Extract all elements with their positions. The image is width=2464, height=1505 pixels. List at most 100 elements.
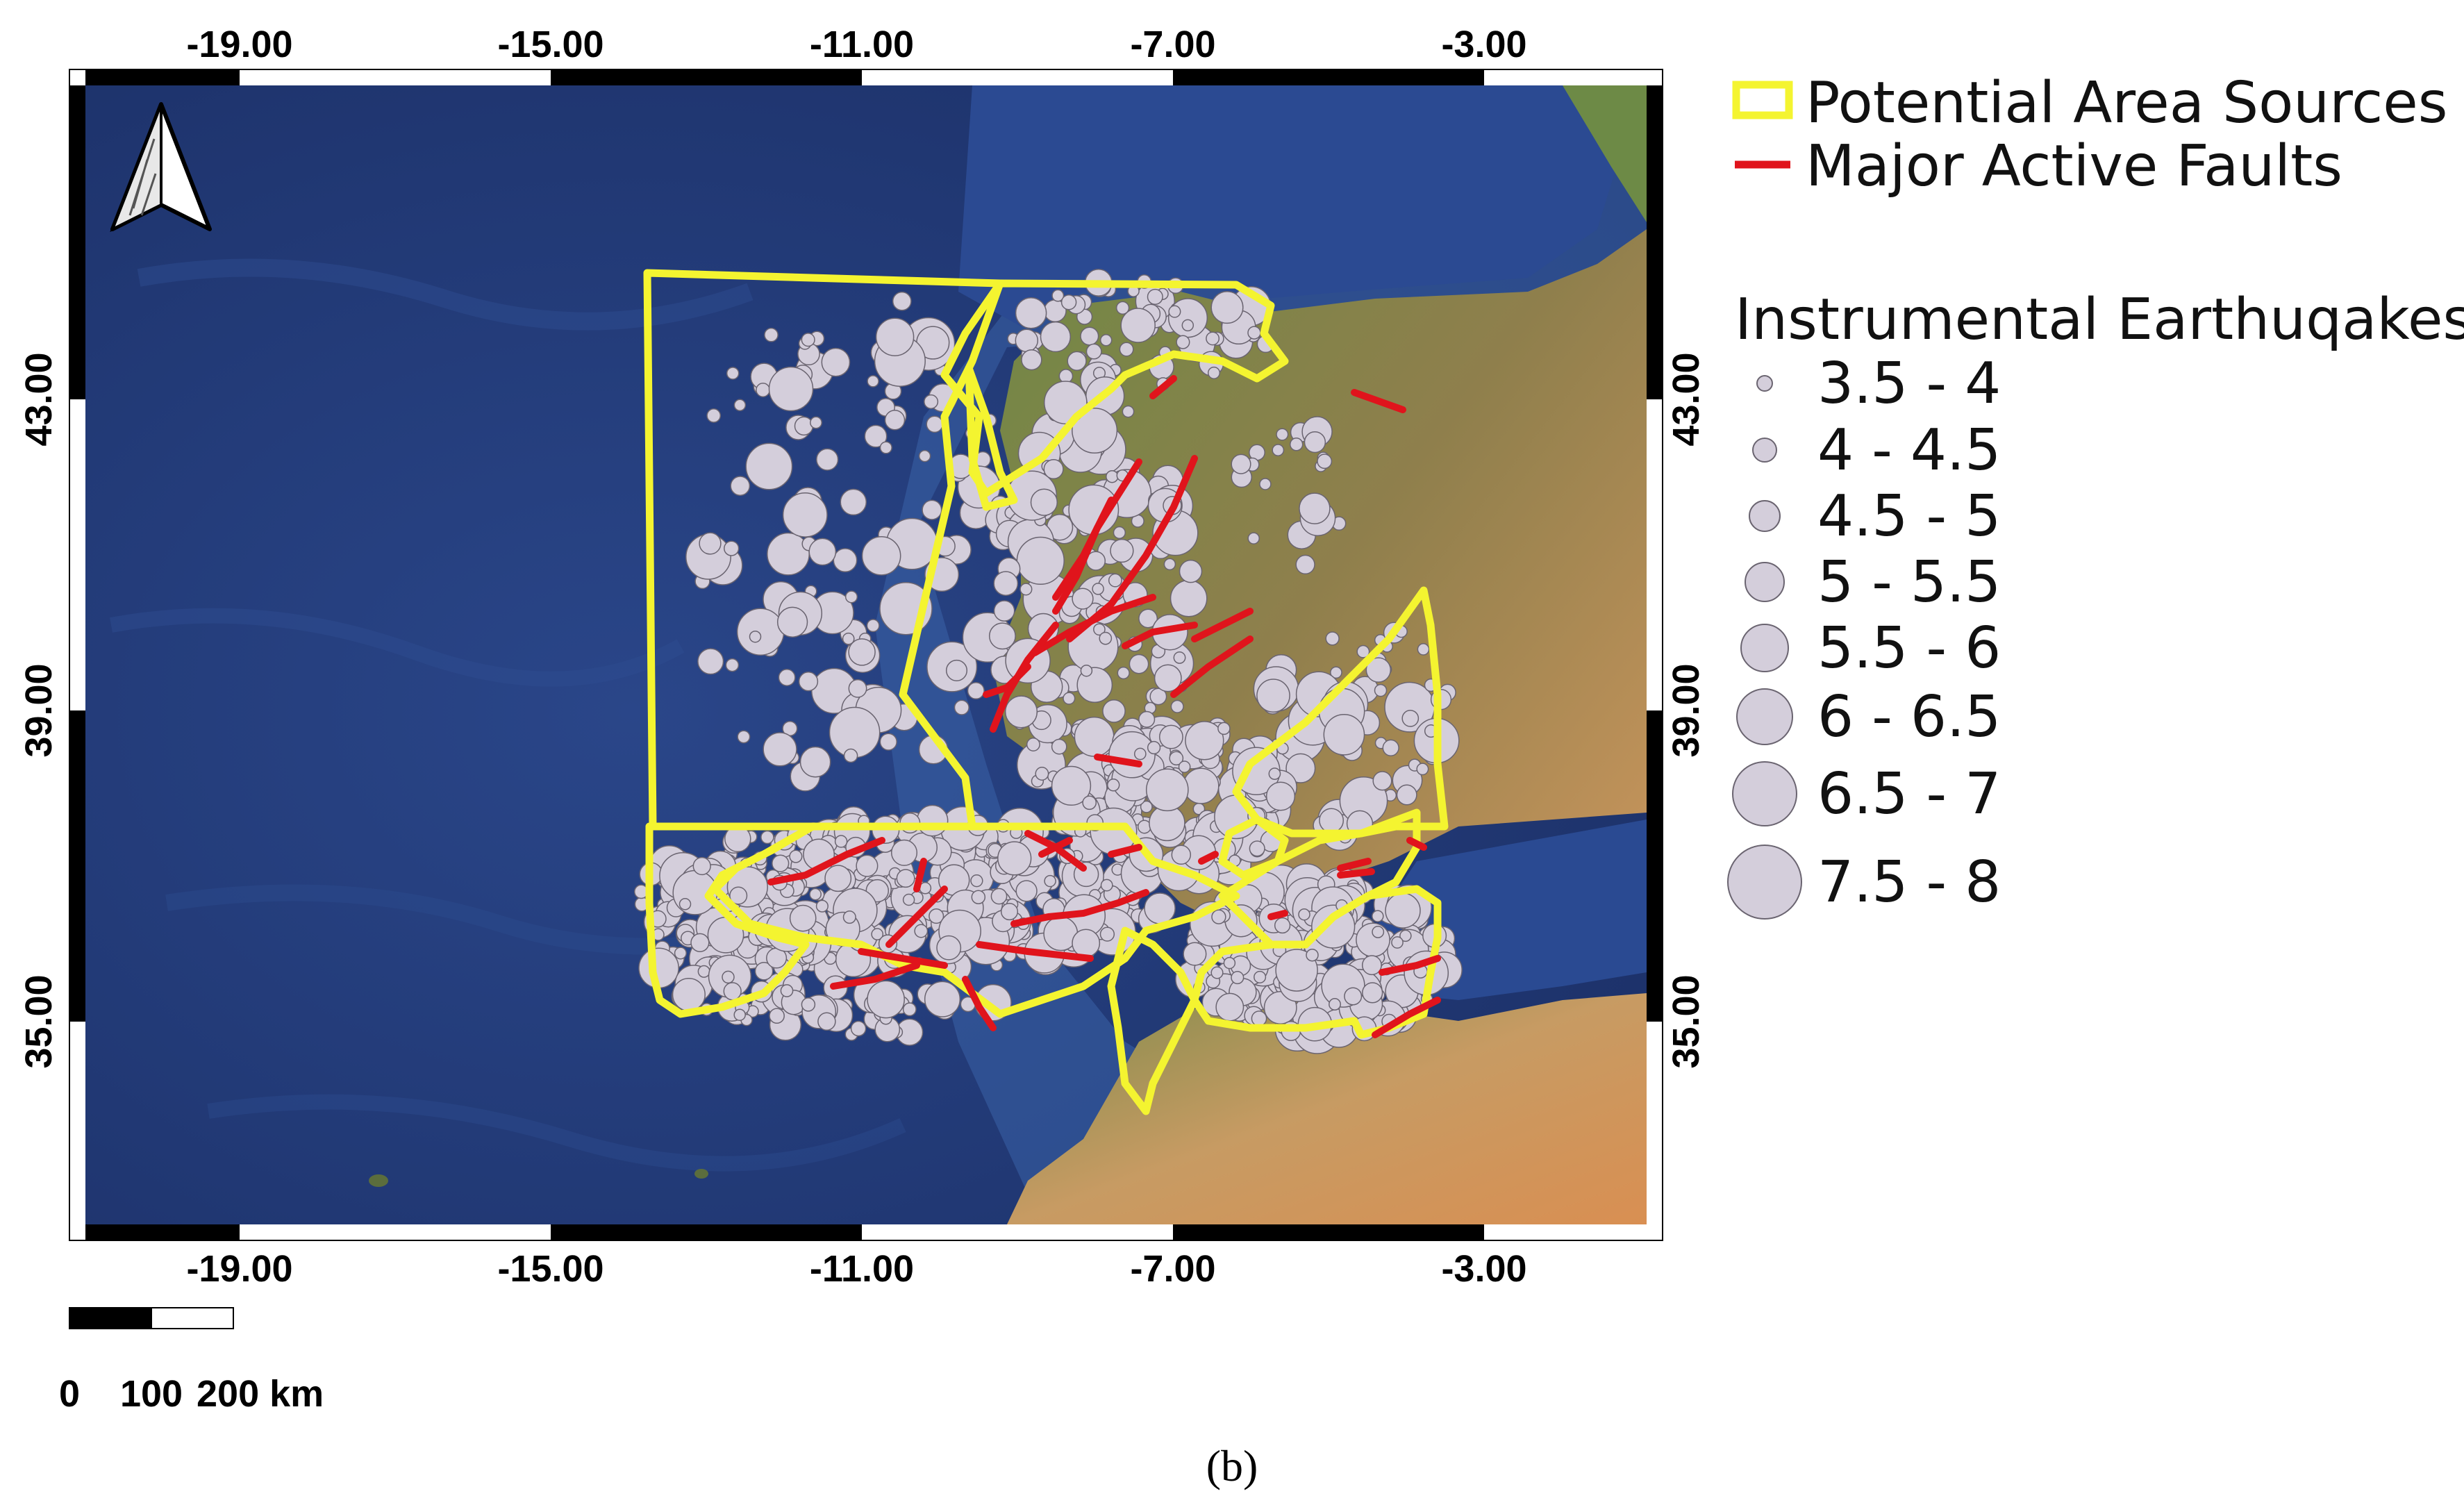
earthquake-marker xyxy=(816,448,839,471)
earthquake-marker xyxy=(1263,991,1297,1024)
earthquake-marker xyxy=(1082,795,1097,810)
legend-magnitude-label: 5.5 - 6 xyxy=(1817,615,2001,681)
earthquake-marker xyxy=(1040,321,1072,353)
frame-segment xyxy=(85,69,240,85)
fault-line xyxy=(983,663,1031,698)
legend-magnitude-symbol xyxy=(1732,761,1797,826)
earthquake-marker xyxy=(918,449,931,463)
fault-line xyxy=(962,976,997,1031)
earthquake-marker xyxy=(892,291,912,311)
fault-line xyxy=(1372,997,1441,1038)
earthquake-marker xyxy=(1289,438,1304,451)
scale-bar-black-segment xyxy=(69,1307,152,1329)
earthquake-marker xyxy=(672,977,706,1012)
earthquake-marker xyxy=(749,630,762,643)
earthquake-marker xyxy=(890,839,918,866)
earthquake-marker xyxy=(922,499,942,520)
earthquake-marker xyxy=(1265,781,1296,811)
earthquake-marker xyxy=(1133,747,1147,760)
map-panel xyxy=(69,69,1663,1241)
frame-segment xyxy=(862,1224,1173,1240)
earthquake-marker xyxy=(861,535,901,576)
fault-line xyxy=(913,858,927,892)
area-source-polygon xyxy=(965,364,1018,511)
fault-layer xyxy=(767,375,1441,1038)
earthquake-marker xyxy=(1356,922,1390,958)
earthquake-marker xyxy=(1298,908,1310,921)
earthquake-marker xyxy=(1100,879,1113,892)
frame-segment xyxy=(1484,1224,1647,1240)
earthquake-marker xyxy=(778,669,796,686)
earthquake-marker xyxy=(1362,982,1383,1004)
earthquake-marker xyxy=(1099,631,1113,645)
fault-line xyxy=(767,837,885,885)
scale-bar: 0 100 200 km xyxy=(59,1307,324,1415)
earthquake-marker xyxy=(1251,1011,1267,1026)
earthquake-marker xyxy=(1072,407,1118,454)
earthquake-marker xyxy=(776,606,808,638)
legend-fault-label: Major Active Faults xyxy=(1806,133,2342,199)
frame-segment xyxy=(1647,85,1663,399)
bay-of-biscay xyxy=(958,85,1625,326)
earthquake-marker xyxy=(896,869,915,888)
earthquake-marker xyxy=(1093,623,1106,636)
earthquake-marker xyxy=(902,1002,917,1017)
earthquake-marker xyxy=(879,733,897,751)
earthquake-marker xyxy=(842,911,856,924)
earthquake-marker xyxy=(1099,926,1115,942)
lon-tick-label-top: -7.00 xyxy=(1130,24,1215,65)
earthquake-marker xyxy=(1311,904,1356,949)
earthquake-marker xyxy=(1113,526,1126,540)
earthquake-marker xyxy=(1108,573,1122,588)
lat-tick-label-right: 39.00 xyxy=(1665,663,1707,757)
lat-tick-label-left: 43.00 xyxy=(18,352,60,446)
earthquake-marker xyxy=(1080,326,1099,346)
earthquake-marker xyxy=(1272,444,1285,456)
earthquake-marker xyxy=(902,893,915,906)
earthquake-marker xyxy=(1149,688,1167,706)
earthquake-marker xyxy=(1058,369,1074,383)
earthquake-marker xyxy=(679,898,692,911)
earthquake-marker xyxy=(699,532,722,555)
earthquake-marker xyxy=(1372,910,1384,922)
earthquake-marker xyxy=(1110,538,1134,563)
earthquake-marker xyxy=(1295,554,1315,575)
earthquake-marker xyxy=(824,865,852,892)
earthquake-marker xyxy=(1140,800,1153,813)
earthquake-marker xyxy=(794,416,814,436)
earthquake-marker xyxy=(789,849,803,863)
earthquake-marker xyxy=(1168,305,1181,318)
earthquake-marker xyxy=(674,947,687,960)
lat-tick-label-left: 35.00 xyxy=(18,974,60,1068)
earthquake-marker xyxy=(1176,335,1190,349)
earthquake-marker xyxy=(772,854,790,872)
earthquake-marker xyxy=(967,681,985,700)
earthquake-marker xyxy=(767,532,810,576)
earthquake-marker xyxy=(760,830,774,845)
earthquake-marker xyxy=(1391,936,1404,949)
earthquake-marker xyxy=(843,748,858,763)
earthquake-marker xyxy=(1185,721,1224,760)
earthquake-marker xyxy=(1372,925,1385,938)
graticule-labels: -19.00 -19.00 -15.00 -15.00 -11.00 -11.00 -7.0… xyxy=(18,24,1707,1290)
earthquake-marker xyxy=(866,619,880,633)
earthquake-marker xyxy=(1085,343,1102,360)
earthquake-marker xyxy=(801,333,815,347)
fault-line xyxy=(1351,389,1406,413)
lat-tick-label-left: 39.00 xyxy=(18,663,60,757)
lon-tick-label-bottom: -19.00 xyxy=(186,1248,292,1290)
fault-line xyxy=(858,948,948,969)
earthquake-marker xyxy=(871,928,884,940)
earthquake-marker xyxy=(1215,992,1245,1022)
earthquake-marker xyxy=(1021,349,1042,371)
earthquake-marker xyxy=(697,965,710,978)
earthquake-marker xyxy=(1117,666,1130,680)
map-frame-border xyxy=(69,69,1663,1241)
legend-magnitude-label: 4 - 4.5 xyxy=(1817,417,2001,483)
earthquake-marker xyxy=(815,899,829,913)
earthquake-marker xyxy=(1122,405,1135,418)
earthquake-marker xyxy=(924,981,961,1017)
earthquake-marker xyxy=(1072,929,1101,958)
frame-outline xyxy=(69,69,1663,1241)
fault-line xyxy=(1267,910,1288,920)
